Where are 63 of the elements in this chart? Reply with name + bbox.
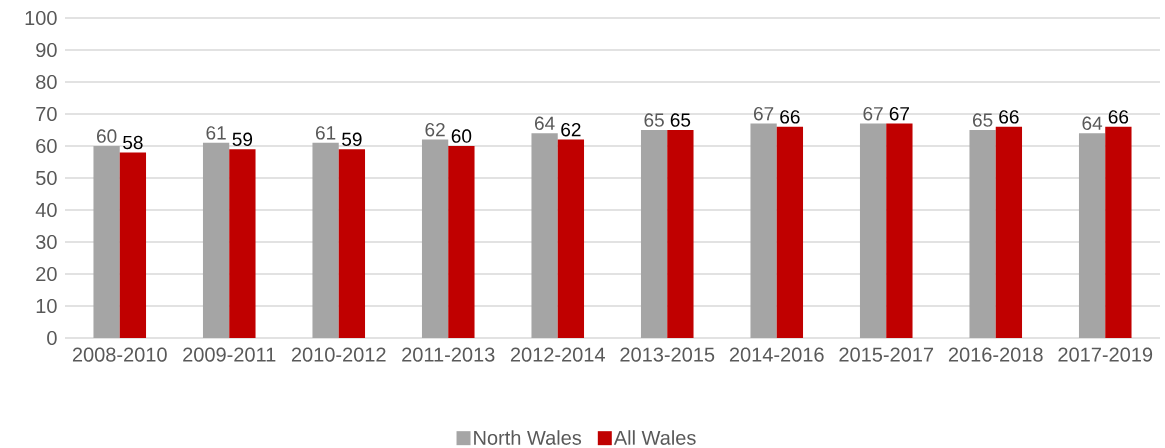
data-label: 67 bbox=[754, 106, 774, 121]
y-tick-label: 10 bbox=[36, 298, 57, 314]
x-tick-label: 2009-2011 bbox=[183, 347, 276, 362]
bar bbox=[338, 149, 366, 338]
x-tick-label: 2010-2012 bbox=[291, 347, 386, 362]
bar bbox=[531, 133, 558, 338]
data-label: 65 bbox=[670, 113, 691, 127]
data-label: 67 bbox=[889, 106, 909, 121]
data-label: 65 bbox=[644, 113, 664, 127]
y-tick-label: 60 bbox=[36, 138, 57, 154]
data-label: 59 bbox=[342, 132, 362, 146]
bar bbox=[859, 123, 887, 338]
data-label: 66 bbox=[999, 110, 1019, 124]
y-tick-label: 100 bbox=[25, 10, 57, 26]
data-label: 61 bbox=[206, 126, 226, 140]
legend-label: All Wales bbox=[613, 430, 696, 445]
data-label: 67 bbox=[863, 106, 883, 121]
x-tick-label: 2015-2017 bbox=[839, 347, 934, 362]
y-tick-label: 30 bbox=[36, 234, 57, 250]
x-tick-label: 2012-2014 bbox=[510, 347, 605, 362]
data-label: 64 bbox=[535, 116, 555, 130]
x-tick-label: 2014-2016 bbox=[729, 347, 824, 362]
data-label: 65 bbox=[973, 113, 993, 127]
y-tick-label: 20 bbox=[36, 266, 57, 282]
bar bbox=[640, 130, 668, 338]
data-label: 66 bbox=[1108, 110, 1129, 124]
data-label: 62 bbox=[425, 122, 445, 137]
bar bbox=[557, 139, 585, 338]
x-tick-label: 2013-2015 bbox=[620, 347, 715, 362]
bar bbox=[448, 146, 475, 338]
x-tick-label: 2016-2018 bbox=[948, 347, 1043, 362]
data-label: 61 bbox=[316, 126, 336, 140]
y-tick-label: 80 bbox=[36, 74, 57, 90]
bar bbox=[421, 139, 449, 338]
x-tick-label: 2017-2019 bbox=[1058, 347, 1153, 362]
y-tick-label: 90 bbox=[36, 42, 57, 58]
bar bbox=[312, 142, 339, 338]
bar bbox=[229, 149, 256, 338]
bar bbox=[667, 130, 694, 338]
bar bbox=[202, 142, 230, 338]
data-label: 58 bbox=[123, 135, 143, 150]
x-tick-label: 2008-2010 bbox=[72, 347, 167, 362]
bar bbox=[995, 126, 1023, 338]
bar bbox=[776, 126, 804, 338]
y-tick-label: 40 bbox=[35, 202, 57, 218]
data-label: 66 bbox=[780, 110, 800, 124]
bar bbox=[886, 123, 913, 338]
bar bbox=[1078, 133, 1106, 338]
data-label: 62 bbox=[561, 122, 581, 137]
bar bbox=[1105, 126, 1132, 338]
bar bbox=[750, 123, 777, 338]
data-label: 60 bbox=[451, 129, 472, 143]
legend-label: North Wales bbox=[474, 430, 582, 445]
bar bbox=[119, 152, 147, 338]
y-tick-label: 70 bbox=[36, 106, 57, 122]
bar bbox=[93, 146, 120, 338]
x-tick-label: 2011-2013 bbox=[402, 347, 495, 362]
data-label: 64 bbox=[1082, 116, 1103, 130]
data-label: 60 bbox=[97, 129, 117, 143]
y-tick-label: 50 bbox=[36, 170, 57, 186]
y-tick-label: 0 bbox=[47, 330, 57, 346]
bar bbox=[969, 130, 996, 338]
data-label: 59 bbox=[232, 132, 253, 146]
